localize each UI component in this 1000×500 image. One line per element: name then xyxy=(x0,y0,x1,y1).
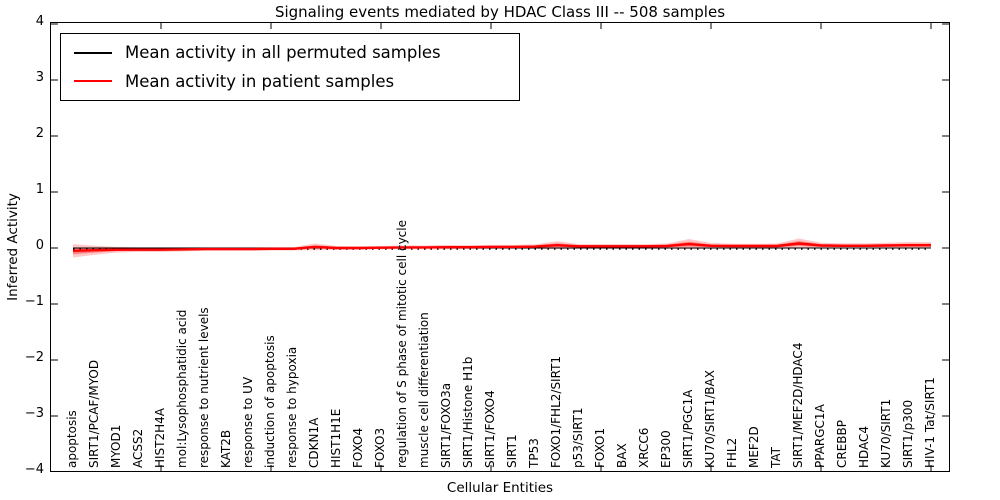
x-category-label: apoptosis xyxy=(65,410,79,468)
x-category-label: FHL2 xyxy=(725,437,739,468)
legend-entry-patient: Mean activity in patient samples xyxy=(61,72,519,91)
x-category-label: KAT2B xyxy=(219,429,233,468)
x-category-label: TAT xyxy=(769,446,783,468)
legend-line-sample-red xyxy=(74,80,112,83)
x-category-label: XRCC6 xyxy=(637,427,651,468)
y-tick-label: −1 xyxy=(24,294,44,309)
x-category-label: CREBBP xyxy=(835,420,849,468)
x-category-label: FOXO1 xyxy=(593,427,607,468)
x-category-label: SIRT1/MEF2D/HDAC4 xyxy=(791,342,805,468)
x-category-label: mol:Lysophosphatidic acid xyxy=(175,309,189,468)
y-tick-label: 0 xyxy=(35,238,44,253)
x-category-label: KU70/SIRT1 xyxy=(879,398,893,468)
y-tick-label: 3 xyxy=(35,70,44,85)
y-tick-label: 2 xyxy=(35,126,44,141)
legend-entry-permuted: Mean activity in all permuted samples xyxy=(61,43,519,62)
patient-mean-line xyxy=(72,242,931,252)
x-category-label: muscle cell differentiation xyxy=(417,312,431,468)
y-tick-label: 1 xyxy=(35,182,44,197)
x-category-label: SIRT1/FOXO3a xyxy=(439,382,453,468)
x-category-label: FOXO3 xyxy=(373,427,387,468)
x-category-label: SIRT1/PCAF/MYOD xyxy=(87,359,101,468)
chart-title: Signaling events mediated by HDAC Class … xyxy=(274,3,726,21)
x-category-label: EP300 xyxy=(659,430,673,468)
x-category-label: induction of apoptosis xyxy=(263,335,277,468)
y-tick-label: −2 xyxy=(24,350,44,365)
x-category-label: ACSS2 xyxy=(131,428,145,468)
x-category-label: KU70/SIRT1/BAX xyxy=(703,370,717,468)
x-category-label: HIST2H4A xyxy=(153,407,167,468)
x-category-label: SIRT1/PGC1A xyxy=(681,389,695,468)
x-category-label: MEF2D xyxy=(747,426,761,468)
x-category-label: TP53 xyxy=(527,438,541,468)
plot-canvas xyxy=(51,23,949,471)
x-category-label: FOXO4 xyxy=(351,427,365,468)
legend: Mean activity in all permuted samples Me… xyxy=(60,33,520,101)
x-category-label: SIRT1 xyxy=(505,434,519,468)
y-tick-label: −4 xyxy=(24,462,44,477)
legend-line-sample-black xyxy=(74,51,112,54)
x-category-label: SIRT1/Histone H1b xyxy=(461,356,475,468)
x-category-label: PPARGC1A xyxy=(813,404,827,468)
y-tick-label: −3 xyxy=(24,406,44,421)
x-category-label: HIST1H1E xyxy=(329,408,343,468)
x-axis-title: Cellular Entities xyxy=(446,480,554,496)
x-category-label: response to hypoxia xyxy=(285,346,299,468)
x-category-label: HIV-1 Tat/SIRT1 xyxy=(923,377,937,468)
y-tick-label: 4 xyxy=(35,14,44,29)
x-category-label: SIRT1/p300 xyxy=(901,399,915,468)
x-category-label: response to nutrient levels xyxy=(197,307,211,468)
y-axis-title: Inferred Activity xyxy=(5,193,21,301)
x-category-label: MYOD1 xyxy=(109,424,123,468)
legend-label: Mean activity in all permuted samples xyxy=(125,43,441,63)
x-category-label: SIRT1/FOXO4 xyxy=(483,390,497,468)
x-category-label: BAX xyxy=(615,443,629,468)
plot-area xyxy=(50,22,950,472)
x-category-label: regulation of S phase of mitotic cell cy… xyxy=(395,220,409,468)
x-category-label: CDKN1A xyxy=(307,417,321,468)
x-category-label: FOXO1/FHL2/SIRT1 xyxy=(549,355,563,468)
legend-label: Mean activity in patient samples xyxy=(125,71,395,91)
x-category-label: response to UV xyxy=(241,376,255,468)
x-category-label: HDAC4 xyxy=(857,425,871,468)
x-category-label: p53/SIRT1 xyxy=(571,407,585,468)
